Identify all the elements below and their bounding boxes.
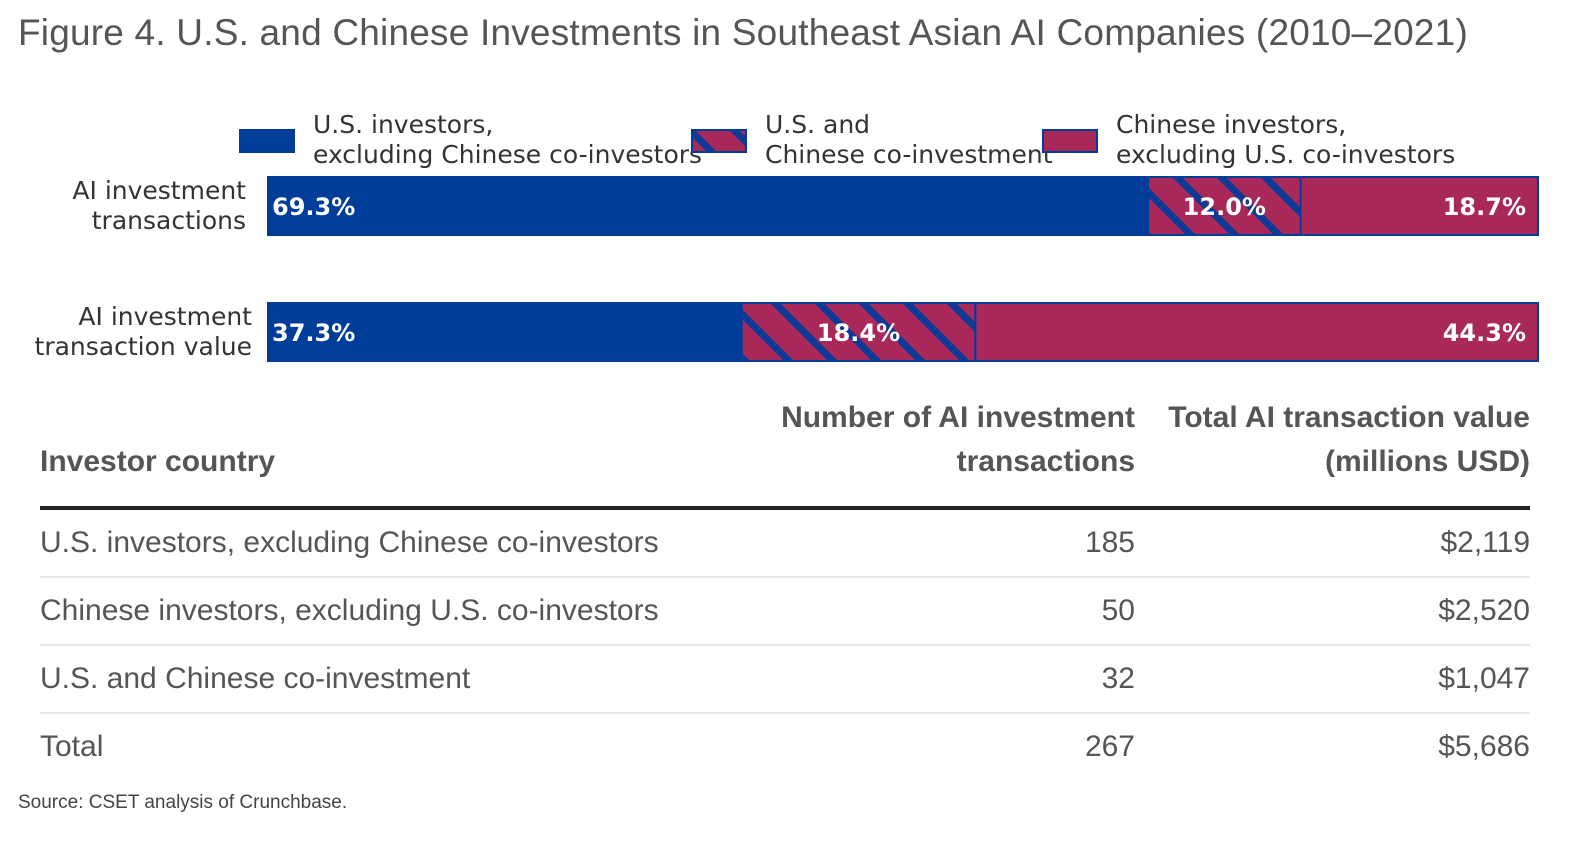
row-count: 50 [740, 577, 1135, 646]
row-value: $1,047 [1135, 645, 1530, 714]
table-row: U.S. investors, excluding Chinese co-inv… [40, 508, 1530, 578]
table-header-row: Investor country Number of AI investment… [40, 396, 1530, 510]
chart-legend: U.S. investors,excluding Chinese co-inve… [239, 110, 1455, 169]
row-count: 267 [1084, 730, 1135, 763]
bar-label-ai-investment-transaction-value-u-s-investors-excluding-chinese-co-investors: 37.3% [272, 319, 355, 347]
header-transaction-count: Number of AI investment transactions [740, 396, 1135, 510]
legend-label-chinese-investors-excluding-u-s-co-investors-line-2: excluding U.S. co-investors [1116, 140, 1455, 169]
legend-label-u-s-and-chinese-co-investment-line-2: Chinese co-investment [765, 140, 1053, 169]
bar-value-labels: 69.3% 12.0% 18.7% 37.3% 18.4% 44.3% [272, 193, 1526, 347]
legend-label-u-s-investors-excluding-chinese-co-investors-line-2: excluding Chinese co-investors [313, 140, 702, 169]
legend-label-u-s-and-chinese-co-investment-line-1: U.S. and [765, 110, 870, 139]
bar-label-ai-investment-transaction-value-u-s-and-chinese-co-investment: 18.4% [817, 319, 900, 347]
bar-label-ai-investment-transaction-value-chinese-investors-excluding-u-s-co-investors: 44.3% [1443, 319, 1526, 347]
category-label-ai-investment-transactions-line-1: AI investment [72, 176, 246, 205]
table-row-total: Total 267 $5,686 [40, 713, 1530, 780]
row-count: 185 [740, 508, 1135, 578]
figure-title: Figure 4. U.S. and Chinese Investments i… [18, 12, 1468, 53]
row-value: $2,520 [1135, 577, 1530, 646]
investment-table: Investor country Number of AI investment… [40, 396, 1530, 780]
row-value: $5,686 [1438, 730, 1530, 763]
legend-label-chinese-investors-excluding-u-s-co-investors-line-1: Chinese investors, [1116, 110, 1346, 139]
bar-label-ai-investment-transactions-u-s-and-chinese-co-investment: 12.0% [1183, 193, 1266, 221]
investment-table-container: Investor country Number of AI investment… [40, 396, 1530, 780]
legend-swatch-u-s-investors-excluding-chinese-co-investors [239, 129, 295, 153]
table-row: U.S. and Chinese co-investment 32 $1,047 [40, 645, 1530, 714]
category-label-ai-investment-transaction-value-line-1: AI investment [78, 302, 252, 331]
source-note: Source: CSET analysis of Crunchbase. [18, 792, 348, 813]
row-country: U.S. investors, excluding Chinese co-inv… [40, 508, 740, 578]
row-country: Total [40, 730, 104, 763]
bar-ai-investment-transactions-u-s-investors-excluding-chinese-co-investors [267, 176, 1150, 236]
category-label-ai-investment-transactions-line-2: transactions [92, 206, 246, 235]
stacked-bar-chart: U.S. investors,excluding Chinese co-inve… [35, 110, 1540, 362]
row-country: U.S. and Chinese co-investment [40, 645, 740, 714]
bar-ai-investment-transactions-u-s-and-chinese-co-investment [1147, 176, 1302, 236]
table-row: Chinese investors, excluding U.S. co-inv… [40, 577, 1530, 646]
header-transaction-value: Total AI transaction value (millions USD… [1135, 396, 1530, 510]
legend-swatch-chinese-investors-excluding-u-s-co-investors [1042, 129, 1098, 153]
legend-label-u-s-investors-excluding-chinese-co-investors-line-1: U.S. investors, [313, 110, 493, 139]
header-investor-country: Investor country [40, 396, 740, 510]
bar-ai-investment-transaction-value-chinese-investors-excluding-u-s-co-investors [974, 302, 1539, 362]
bar-ai-investment-transaction-value-u-s-investors-excluding-chinese-co-investors [267, 302, 743, 362]
row-country: Chinese investors, excluding U.S. co-inv… [40, 577, 740, 646]
legend-swatch-u-s-and-chinese-co-investment [691, 129, 747, 153]
bar-label-ai-investment-transactions-u-s-investors-excluding-chinese-co-investors: 69.3% [272, 193, 355, 221]
row-count: 32 [740, 645, 1135, 714]
bar-label-ai-investment-transactions-chinese-investors-excluding-u-s-co-investors: 18.7% [1443, 193, 1526, 221]
bar-ai-investment-transactions-chinese-investors-excluding-u-s-co-investors [1299, 176, 1540, 236]
row-value: $2,119 [1135, 508, 1530, 578]
bars [267, 176, 1540, 362]
category-label-ai-investment-transaction-value-line-2: transaction value [35, 332, 252, 361]
